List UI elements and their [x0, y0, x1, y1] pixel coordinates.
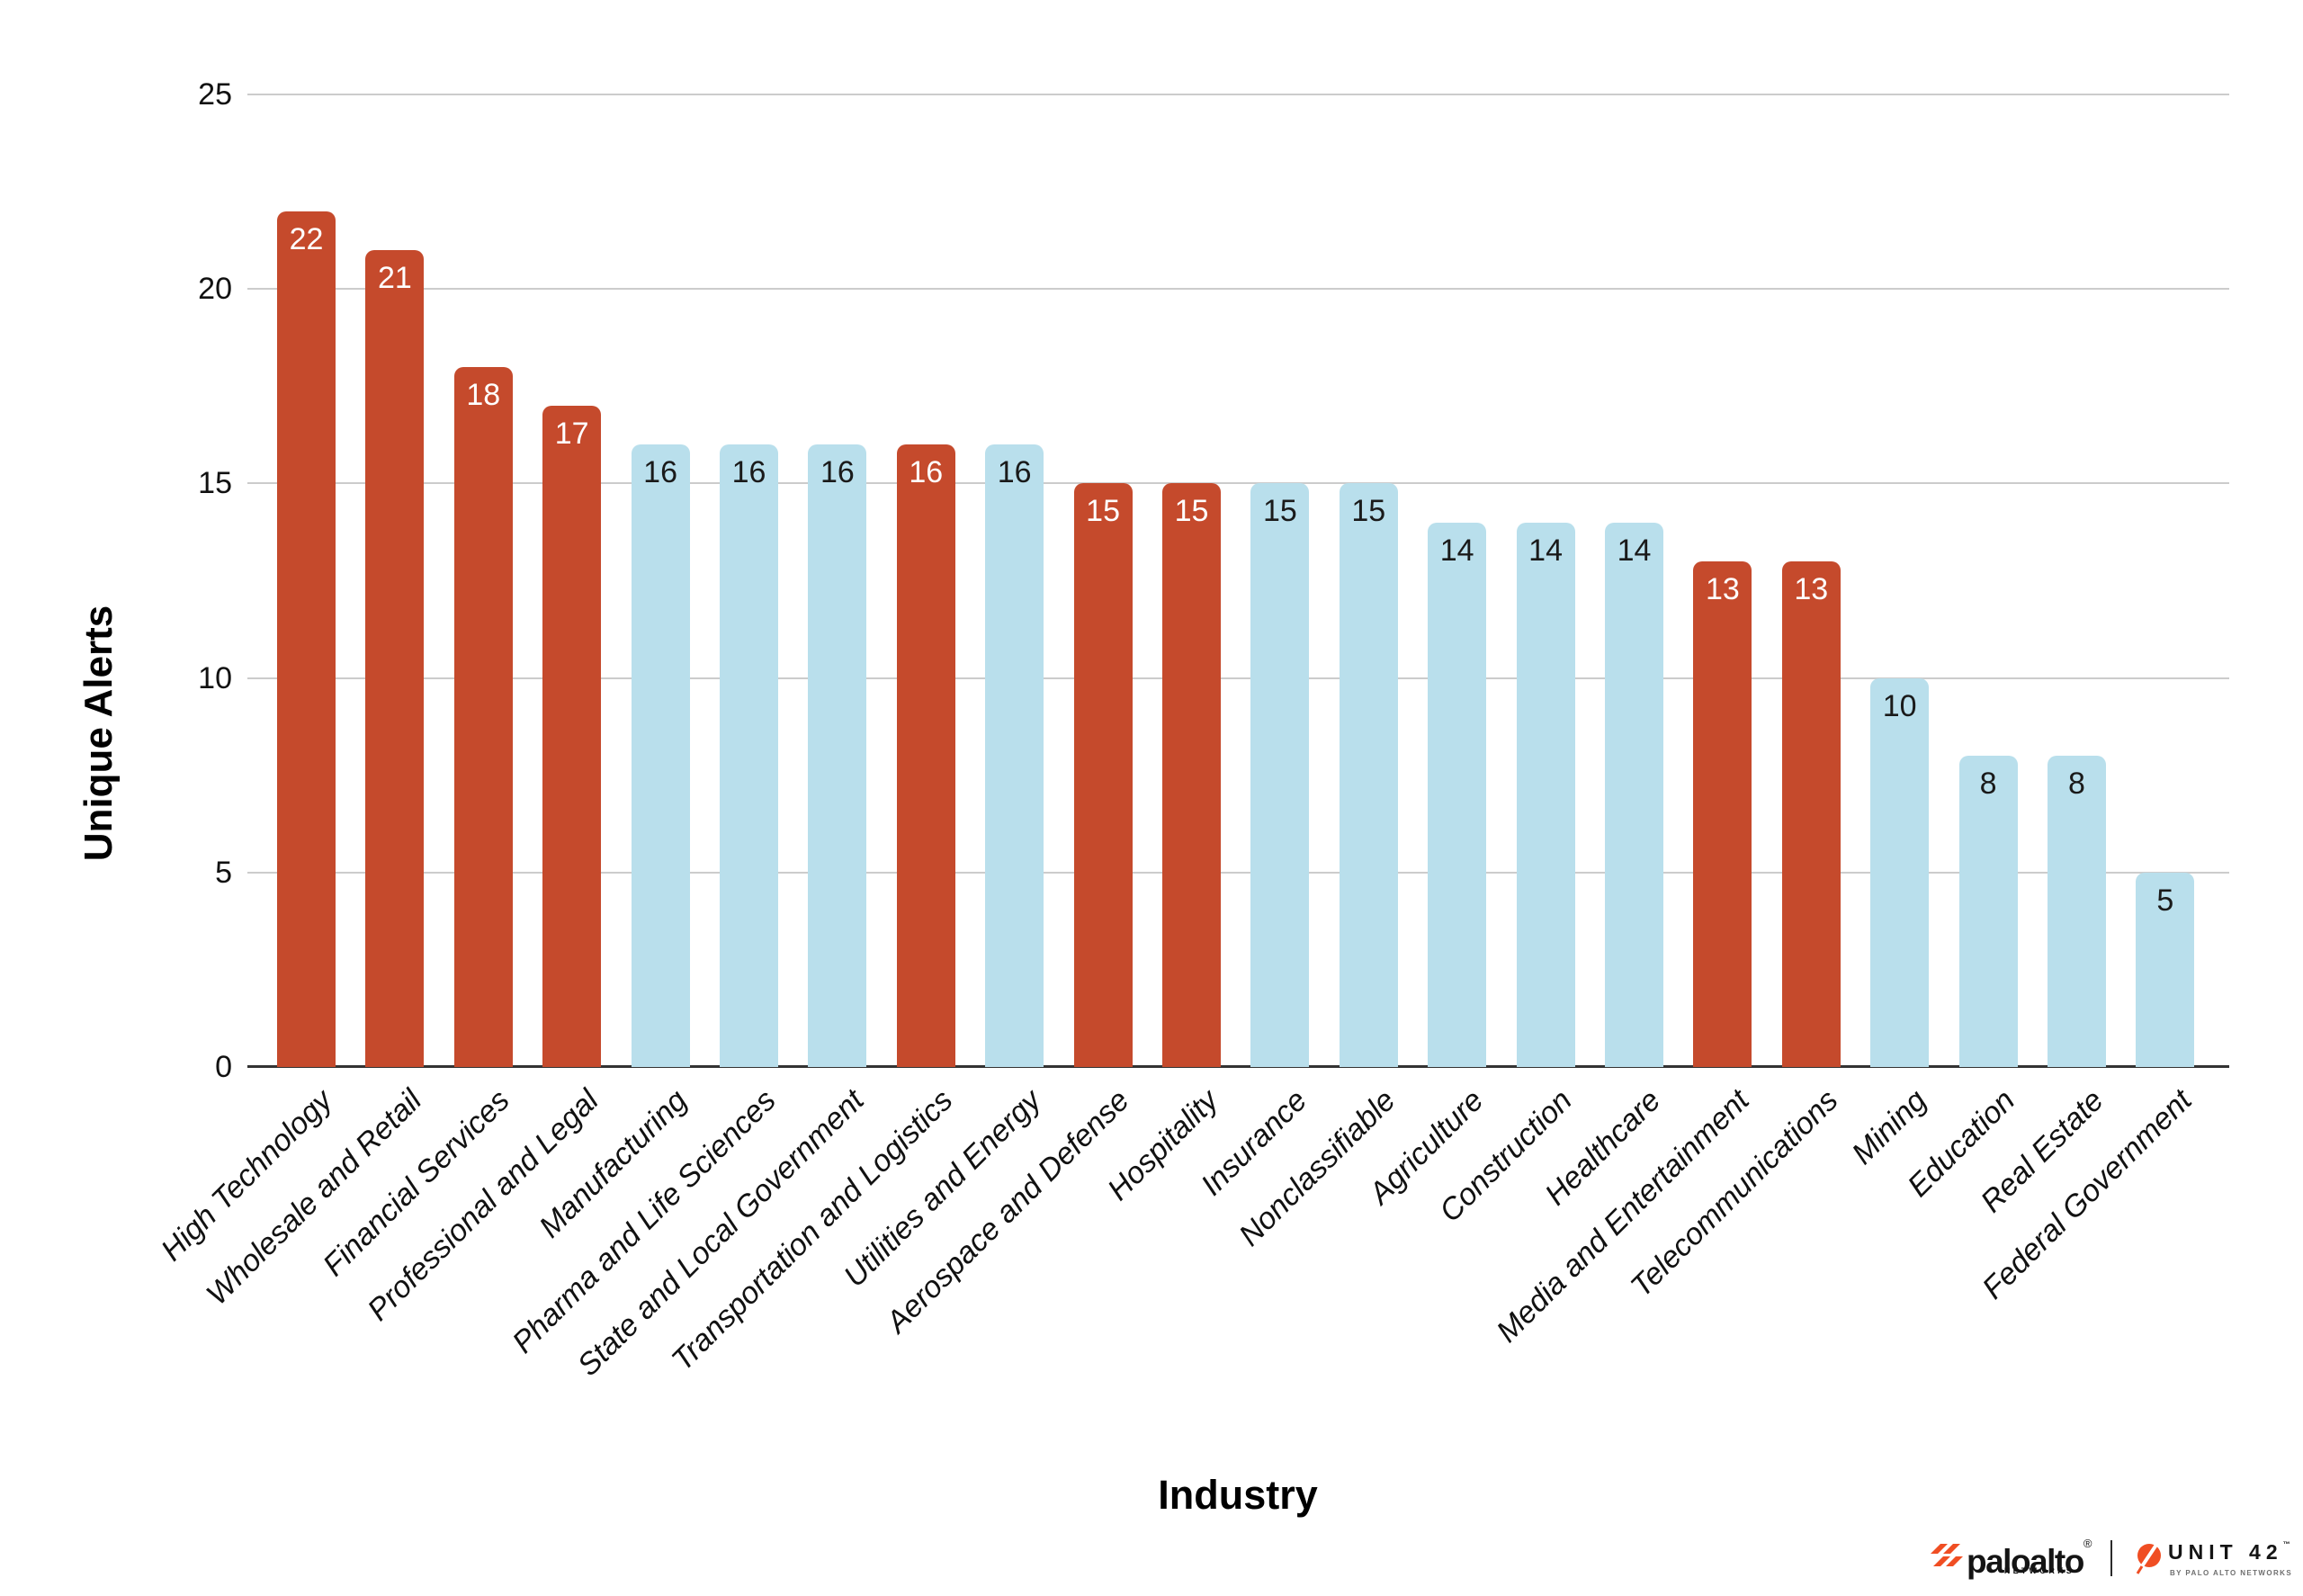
gridline-y-20: [247, 288, 2229, 291]
bar-high-technology: 22: [277, 211, 336, 1067]
bar-value-label: 13: [1705, 571, 1740, 606]
unit42-wordmark: UNIT 42™: [2168, 1540, 2290, 1564]
trademark-mark: ™: [2282, 1540, 2290, 1548]
paloalto-wordmark: paloalto®: [1967, 1537, 2092, 1580]
bar-value-label: 16: [909, 455, 944, 490]
paloalto-networks-label: NETWORKS: [2003, 1566, 2074, 1575]
gridline-y-10: [247, 677, 2229, 679]
bar-value-label: 16: [731, 455, 766, 490]
bar-value-label: 14: [1439, 533, 1474, 568]
bar-value-label: 14: [1617, 533, 1652, 568]
bar-state-and-local-government: 16: [808, 444, 867, 1067]
bar-federal-government: 5: [2136, 872, 2195, 1067]
bar-value-label: 15: [1086, 494, 1120, 529]
bar-agriculture: 14: [1428, 522, 1487, 1067]
bar-value-label: 16: [643, 455, 677, 490]
bar-healthcare: 14: [1605, 522, 1663, 1067]
bar-hospitality: 15: [1162, 483, 1221, 1067]
bar-insurance: 15: [1250, 483, 1310, 1067]
bar-value-label: 15: [1262, 494, 1297, 529]
bar-pharma-and-life-sciences: 16: [720, 444, 778, 1067]
paloalto-logo-icon: [1931, 1544, 1963, 1566]
x-axis-title: Industry: [1158, 1472, 1318, 1518]
x-tick-label-nonclassifiable: Nonclassifiable: [1232, 1083, 1402, 1253]
bar-value-label: 5: [2156, 883, 2174, 918]
bar-value-label: 22: [289, 221, 324, 256]
bar-value-label: 10: [1882, 688, 1917, 723]
bar-value-label: 18: [466, 377, 501, 412]
bar-aerospace-and-defense: 15: [1073, 483, 1133, 1067]
bar-value-label: 14: [1528, 533, 1563, 568]
bar-education: 8: [1958, 756, 2018, 1067]
unit42-logo-icon: [2136, 1543, 2161, 1574]
x-tick-label-mining: Mining: [1844, 1083, 1933, 1171]
bar-value-label: 16: [820, 455, 855, 490]
bar-wholesale-and-retail: 21: [365, 249, 425, 1067]
x-axis-line: [247, 1065, 2229, 1068]
bar-value-label: 21: [377, 260, 412, 295]
bar-value-label: 13: [1794, 571, 1829, 606]
y-tick-label-25: 25: [198, 77, 232, 112]
bar-value-label: 15: [1351, 494, 1386, 529]
bar-value-label: 17: [554, 416, 589, 451]
bar-value-label: 8: [2068, 767, 2085, 802]
unit42-subtext: BY PALO ALTO NETWORKS: [2170, 1569, 2293, 1577]
gridline-y-5: [247, 871, 2229, 874]
gridline-y-15: [247, 482, 2229, 485]
bar-construction: 14: [1516, 522, 1575, 1067]
y-tick-label-10: 10: [198, 660, 232, 695]
bar-financial-services: 18: [453, 366, 513, 1067]
bar-professional-and-legal: 17: [542, 405, 602, 1067]
bar-real-estate: 8: [2048, 756, 2106, 1067]
y-tick-label-15: 15: [198, 466, 232, 501]
bar-manufacturing: 16: [631, 444, 690, 1067]
bar-value-label: 16: [997, 455, 1032, 490]
y-tick-label-0: 0: [215, 1050, 232, 1084]
bar-telecommunications: 13: [1781, 560, 1841, 1067]
bar-mining: 10: [1870, 677, 1930, 1067]
bar-value-label: 8: [1979, 767, 1997, 802]
y-tick-label-20: 20: [198, 272, 232, 307]
bar-media-and-entertainment: 13: [1693, 560, 1752, 1067]
logo-divider: [2110, 1540, 2112, 1576]
gridline-y-25: [247, 94, 2229, 95]
bar-value-label: 15: [1174, 494, 1209, 529]
bar-nonclassifiable: 15: [1339, 483, 1398, 1067]
bar-transportation-and-logistics: 16: [896, 444, 955, 1067]
bar-utilities-and-energy: 16: [985, 444, 1044, 1067]
y-axis-title: Unique Alerts: [76, 605, 121, 862]
registered-mark: ®: [2083, 1537, 2092, 1550]
y-tick-label-5: 5: [215, 855, 232, 890]
